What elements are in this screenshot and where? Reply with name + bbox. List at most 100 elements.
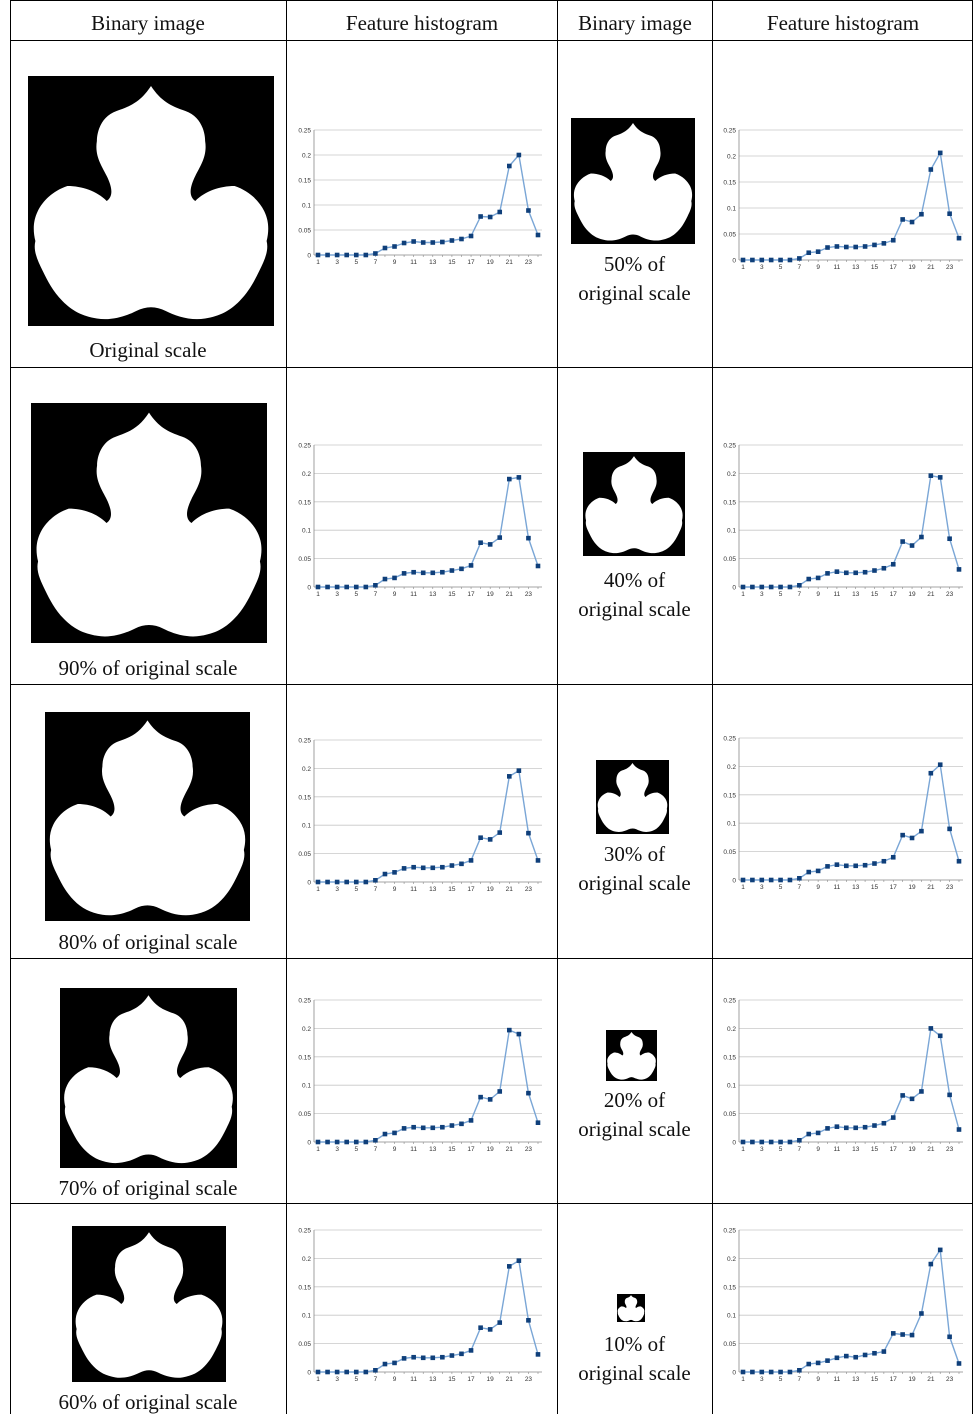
x-tick-label: 5	[779, 264, 783, 271]
data-point	[449, 863, 455, 868]
data-point	[420, 240, 426, 245]
x-tick-label: 23	[946, 884, 954, 891]
x-tick-label: 5	[779, 591, 783, 598]
y-tick-label: 0.2	[302, 1256, 311, 1263]
x-tick-label: 9	[393, 591, 397, 598]
x-tick-label: 7	[798, 264, 802, 271]
x-tick-label: 1	[316, 259, 320, 266]
data-point	[768, 877, 774, 883]
data-point	[806, 250, 812, 256]
x-tick-label: 21	[927, 1376, 935, 1383]
scale-caption: 10% of original scale	[557, 1330, 712, 1388]
x-tick-label: 3	[760, 884, 764, 891]
data-point	[392, 575, 397, 581]
data-point	[750, 877, 755, 883]
binary-leaf-image	[60, 988, 237, 1168]
data-point	[787, 877, 793, 883]
x-tick-label: 15	[871, 264, 879, 271]
data-point	[430, 570, 436, 576]
data-point	[459, 1121, 464, 1127]
data-point	[507, 476, 512, 482]
data-point	[487, 214, 493, 220]
data-point	[740, 877, 746, 883]
data-point	[420, 570, 426, 576]
feature-histogram-chart: 0 0.05 0.1 0.15 0.2 0.25 1 3 5 7 9 11 13 15 17 19 21 23	[288, 990, 550, 1162]
feature-histogram-chart: 0 0.05 0.1 0.15 0.2 0.25 1 3 5 7 9 11 13 15 17 19 21 23	[288, 435, 550, 607]
binary-leaf-image	[583, 452, 685, 556]
x-tick-label: 21	[506, 1146, 514, 1153]
x-tick-label: 11	[410, 259, 417, 266]
column-border	[557, 0, 558, 1414]
data-point	[956, 1127, 962, 1132]
data-point	[750, 1139, 755, 1145]
x-tick-label: 19	[908, 264, 916, 271]
data-point	[844, 244, 849, 250]
data-point	[535, 232, 541, 238]
data-point	[401, 240, 407, 246]
data-point	[740, 257, 746, 263]
row-border	[10, 0, 973, 1]
data-point	[315, 1369, 321, 1375]
data-point	[778, 1369, 783, 1375]
data-point	[862, 862, 868, 868]
data-point	[353, 879, 359, 885]
data-point	[430, 240, 436, 245]
x-tick-label: 19	[487, 591, 495, 598]
x-tick-label: 9	[393, 259, 397, 266]
data-point	[459, 566, 464, 572]
y-tick-label: 0	[732, 585, 736, 592]
x-tick-label: 3	[335, 259, 339, 266]
x-tick-label: 21	[506, 259, 514, 266]
y-tick-label: 0.2	[302, 471, 311, 478]
data-point	[315, 1139, 321, 1145]
x-tick-label: 1	[741, 264, 745, 271]
data-point	[382, 1361, 388, 1367]
data-point	[890, 561, 896, 567]
y-tick-label: 0.15	[723, 1284, 736, 1291]
data-point	[947, 211, 952, 217]
data-point	[516, 1258, 522, 1263]
data-point	[750, 257, 755, 263]
data-point	[928, 1026, 934, 1031]
data-point	[853, 863, 858, 869]
data-point	[325, 584, 330, 590]
data-point	[759, 1369, 765, 1375]
x-tick-label: 9	[816, 591, 820, 598]
row-border	[10, 367, 973, 368]
x-tick-label: 5	[779, 884, 783, 891]
data-point	[535, 563, 541, 569]
data-point	[815, 1130, 821, 1136]
data-point	[535, 858, 541, 863]
scale-caption: Original scale	[10, 336, 286, 365]
series-line	[318, 1029, 539, 1143]
y-tick-label: 0.15	[723, 1054, 736, 1061]
data-point	[526, 1090, 531, 1096]
x-tick-label: 9	[393, 1146, 397, 1153]
scale-caption: 60% of original scale	[10, 1388, 286, 1417]
x-tick-label: 13	[852, 1376, 860, 1383]
data-point	[478, 1094, 483, 1100]
x-tick-label: 11	[834, 1376, 841, 1383]
data-point	[759, 257, 765, 263]
data-point	[392, 1360, 397, 1366]
data-point	[937, 1033, 943, 1039]
scale-caption: 80% of original scale	[10, 928, 286, 957]
x-tick-label: 23	[525, 886, 533, 893]
data-point	[947, 826, 952, 832]
scale-caption: 90% of original scale	[10, 654, 286, 683]
data-point	[353, 1139, 359, 1145]
data-point	[872, 568, 877, 573]
x-tick-label: 5	[354, 259, 358, 266]
data-point	[778, 584, 783, 590]
x-tick-label: 21	[506, 1376, 514, 1383]
x-tick-label: 7	[374, 1146, 378, 1153]
data-point	[344, 1139, 349, 1145]
data-point	[750, 1369, 755, 1375]
data-point	[382, 245, 388, 251]
x-tick-label: 17	[890, 1146, 898, 1153]
x-tick-label: 7	[374, 886, 378, 893]
data-point	[440, 569, 445, 575]
data-point	[468, 563, 474, 568]
data-point	[919, 534, 924, 540]
y-tick-label: 0.15	[298, 178, 311, 185]
